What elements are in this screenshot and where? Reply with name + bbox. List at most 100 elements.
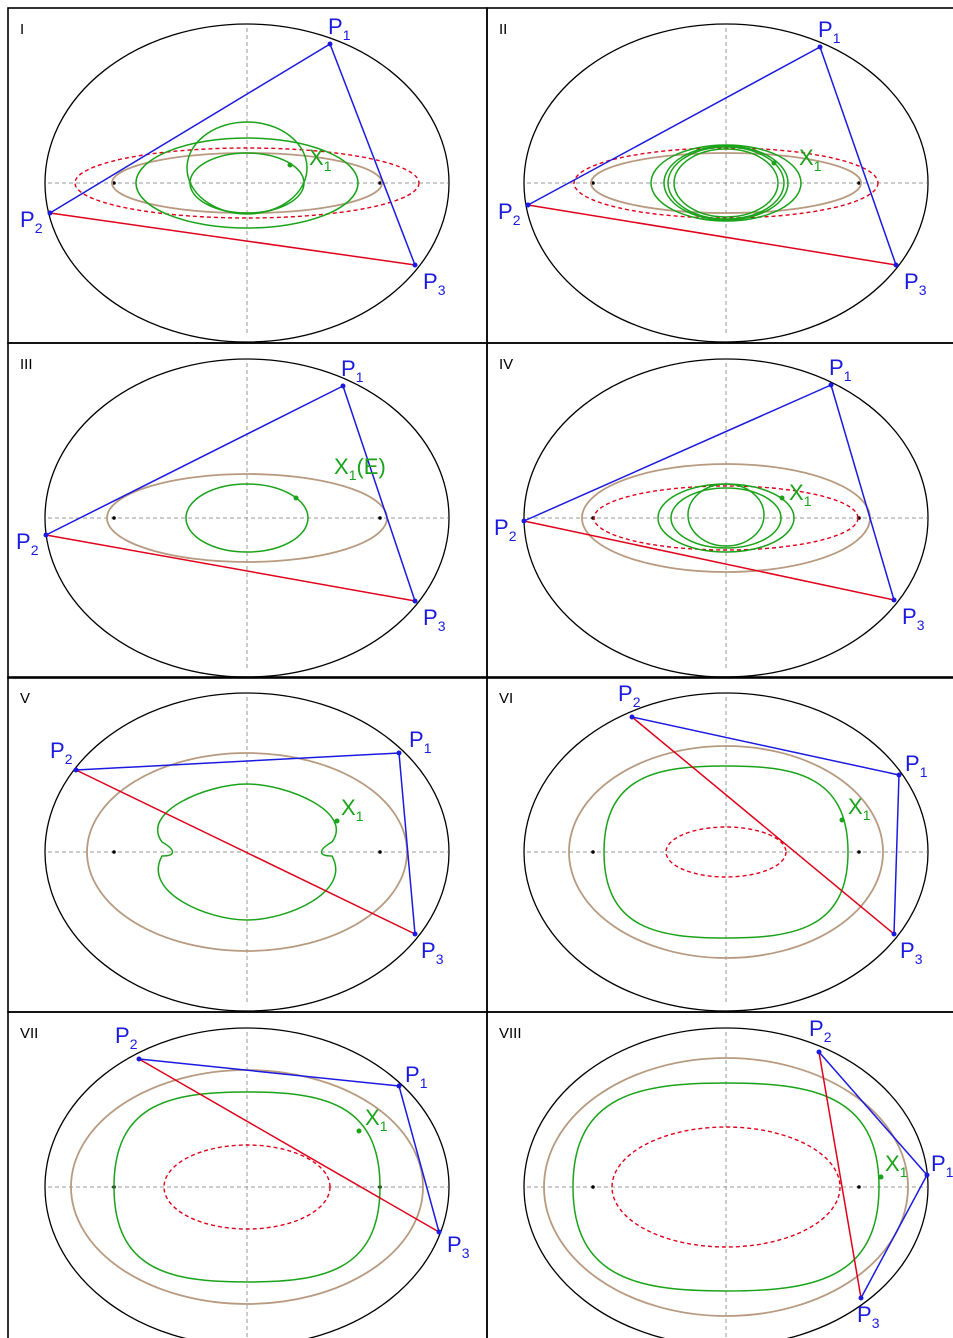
focus-right	[857, 1185, 861, 1189]
vertex-p3-label: P3	[902, 604, 925, 633]
panel-vi: VI P1 P2 P3 X1	[486, 676, 953, 1013]
vertex-p3-label: P3	[447, 1232, 470, 1261]
edge-p2-p3	[49, 212, 416, 266]
caustic-ellipse	[543, 1057, 909, 1317]
focus-right	[378, 181, 382, 185]
edge-p1-p3	[819, 46, 897, 266]
vertex-p3-dot	[891, 931, 897, 937]
vertex-p3-label: P3	[421, 938, 444, 967]
vertex-p1-dot	[340, 383, 346, 389]
vertex-p1-label: P1	[818, 17, 841, 46]
vertex-p2-label: P2	[20, 207, 43, 236]
panel-ii: II P1 P2 P3 X1	[486, 7, 953, 344]
outer-ellipse	[523, 692, 929, 1012]
focus-left	[112, 850, 116, 854]
vertex-p3-dot	[891, 597, 897, 603]
vertex-p2-dot	[73, 767, 79, 773]
locus-curve	[667, 146, 785, 220]
x1-label: X1	[341, 795, 364, 824]
vertex-p3-label: P3	[857, 1302, 880, 1331]
panel-border	[486, 1011, 953, 1338]
vertex-p1-dot	[817, 44, 823, 50]
focus-left	[591, 181, 595, 185]
vertex-p2-dot	[136, 1056, 142, 1062]
edge-p1-p2	[527, 46, 821, 206]
vertex-p1-label: P1	[931, 1151, 953, 1180]
panel-numeral: III	[20, 356, 33, 373]
vertex-p2-label: P2	[494, 515, 517, 544]
vertex-p2-dot	[525, 202, 531, 208]
edge-p2-p3	[523, 520, 895, 601]
edge-p1-p2	[45, 385, 344, 536]
locus-curve	[663, 145, 789, 221]
caustic-ellipse	[590, 152, 862, 214]
focus-right	[857, 850, 861, 854]
vertex-p1-dot	[396, 1083, 402, 1089]
vertex-p1-dot	[327, 41, 333, 47]
locus-curve	[670, 487, 782, 549]
vertex-p3-dot	[412, 598, 418, 604]
x1-label: X1	[309, 145, 332, 174]
x1-label: X1	[848, 794, 871, 823]
vertex-p2-dot	[629, 714, 635, 720]
vertex-p3-dot	[436, 1229, 442, 1235]
dashed-ellipse	[163, 1144, 331, 1230]
dashed-ellipse	[593, 485, 859, 551]
edge-p1-p2	[818, 1051, 928, 1176]
panel-numeral: VI	[499, 690, 513, 707]
focus-left	[112, 516, 116, 520]
vertex-p2-dot	[521, 518, 527, 524]
outer-ellipse	[44, 692, 450, 1012]
locus-curve	[572, 1082, 880, 1292]
edge-p1-p3	[329, 43, 416, 266]
locus-curve	[603, 765, 849, 939]
x1-point	[293, 495, 299, 501]
edge-p2-p3	[818, 1051, 862, 1299]
panel-numeral: IV	[499, 356, 513, 373]
panel-border	[486, 7, 953, 344]
edge-p1-p3	[860, 1174, 928, 1299]
focus-right	[857, 181, 861, 185]
vertex-p3-dot	[858, 1295, 864, 1301]
vertex-p1-dot	[896, 772, 902, 778]
panel-i: I P1 P2 P3 X1	[7, 7, 488, 344]
locus-curve	[687, 483, 765, 547]
locus-curve	[185, 483, 309, 553]
focus-left	[112, 181, 116, 185]
outer-ellipse	[44, 23, 450, 343]
dashed-ellipse	[74, 147, 420, 219]
x1-label: X1	[789, 480, 812, 509]
vertex-p3-label: P3	[904, 269, 927, 298]
edge-p2-p3	[631, 716, 895, 935]
vertex-p1-label: P1	[905, 751, 928, 780]
x1-label: X1	[885, 1151, 908, 1180]
panel-border	[486, 342, 953, 679]
panel-numeral: V	[20, 690, 30, 707]
outer-ellipse	[523, 23, 929, 343]
edge-p1-p2	[138, 1058, 400, 1087]
vertex-p1-dot	[396, 750, 402, 756]
vertex-p1-label: P1	[341, 356, 364, 385]
edge-p1-p2	[631, 716, 900, 776]
vertex-p2-dot	[816, 1049, 822, 1055]
vertex-p2-label: P2	[498, 199, 521, 228]
vertex-p2-label: P2	[115, 1023, 138, 1052]
x1-point	[839, 817, 845, 823]
x1-point	[771, 160, 777, 166]
locus-curve	[650, 144, 802, 222]
vertex-p1-dot	[924, 1172, 930, 1178]
locus-curve	[156, 783, 338, 921]
panel-numeral: I	[20, 21, 24, 38]
focus-right	[378, 516, 382, 520]
vertex-p1-label: P1	[829, 355, 852, 384]
locus-curve	[673, 148, 779, 218]
vertex-p2-label: P2	[618, 681, 641, 710]
caustic-ellipse	[568, 745, 884, 959]
x1-point	[878, 1174, 884, 1180]
locus-curve	[113, 1091, 381, 1283]
focus-left	[591, 850, 595, 854]
panel-numeral: VII	[20, 1025, 38, 1042]
vertex-p2-dot	[43, 532, 49, 538]
vertex-p2-label: P2	[809, 1016, 832, 1045]
